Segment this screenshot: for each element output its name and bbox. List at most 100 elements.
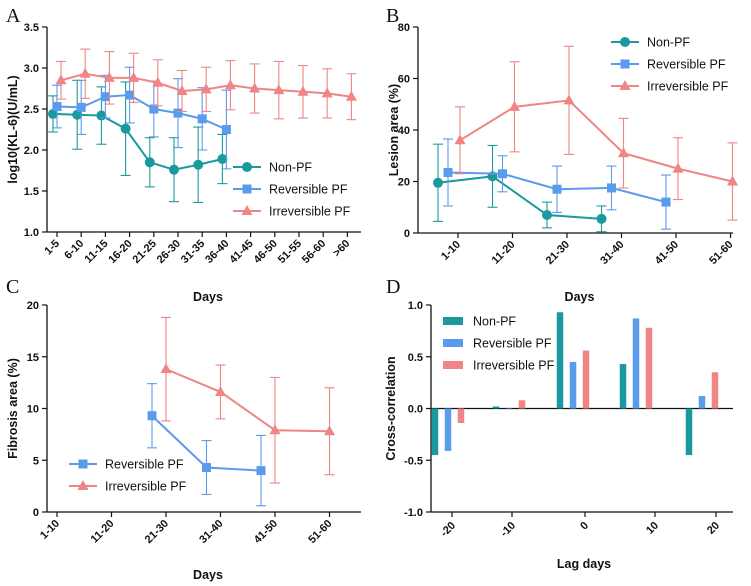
data-point xyxy=(345,90,357,101)
series-irreversible-pf xyxy=(457,327,719,423)
x-tick-label: 31-40 xyxy=(197,518,225,546)
legend-marker xyxy=(620,59,630,69)
x-tick-label: 56-60 xyxy=(300,238,328,266)
bar xyxy=(569,361,577,409)
x-tick-label: 21-30 xyxy=(544,239,572,267)
y-tick-label: 80 xyxy=(398,22,410,34)
bar xyxy=(645,327,653,409)
data-point xyxy=(202,462,211,472)
y-axis-title: Lesion area (%) xyxy=(387,84,401,176)
legend: Non-PF Reversible PF Irreversible PF xyxy=(611,36,729,94)
legend-marker xyxy=(78,459,88,469)
data-point xyxy=(173,108,183,118)
data-point xyxy=(147,411,157,421)
data-point xyxy=(193,159,204,170)
bar xyxy=(685,408,693,456)
series-reversible-pf xyxy=(444,318,706,451)
y-tick-label: 1.0 xyxy=(408,300,423,312)
data-point xyxy=(128,71,140,82)
bar xyxy=(632,318,640,409)
x-tick-label: -10 xyxy=(498,520,518,540)
data-point xyxy=(661,197,671,207)
x-tick-label: 11-20 xyxy=(89,518,117,546)
y-tick-label: 60 xyxy=(398,74,410,86)
series-non-pf xyxy=(431,312,693,456)
legend-marker xyxy=(242,162,252,172)
legend: Reversible PF Irreversible PF xyxy=(69,458,187,494)
y-tick-label: 1.5 xyxy=(24,186,39,198)
legend-marker xyxy=(77,480,89,490)
data-point xyxy=(221,125,231,134)
data-point xyxy=(76,102,86,112)
bar xyxy=(711,372,719,409)
data-point xyxy=(160,363,172,374)
data-point xyxy=(433,177,443,188)
data-point xyxy=(217,154,228,165)
x-tick-label: 26-30 xyxy=(155,238,183,266)
data-point xyxy=(324,425,335,436)
x-tick-label: 51-60 xyxy=(707,239,735,267)
x-tick-label: 21-25 xyxy=(131,238,159,266)
data-point xyxy=(563,94,575,105)
data-point xyxy=(149,104,159,114)
panel-label: C xyxy=(6,276,19,298)
y-tick-label: -1.0 xyxy=(404,507,423,519)
data-point xyxy=(52,102,62,112)
legend-label: Reversible PF xyxy=(647,58,726,72)
x-tick-label: 41-45 xyxy=(227,238,255,266)
data-point xyxy=(672,162,684,173)
series-irreversible-pf xyxy=(160,316,335,484)
legend-marker xyxy=(619,80,631,90)
y-axis-title: log10(KL-6)(U/mL) xyxy=(6,75,20,183)
data-point xyxy=(55,74,67,85)
y-tick-label: 15 xyxy=(27,352,39,364)
y-tick-label: 0 xyxy=(404,228,410,240)
legend-label: Irreversible PF xyxy=(647,80,729,94)
data-point xyxy=(125,90,135,100)
legend-swatch xyxy=(443,361,463,369)
data-point xyxy=(120,123,131,134)
x-tick-label: 41-50 xyxy=(252,518,280,546)
data-point xyxy=(215,385,226,396)
data-point xyxy=(297,85,309,96)
bar xyxy=(556,312,564,409)
bar xyxy=(505,408,513,410)
x-axis-title: Days xyxy=(193,290,223,304)
data-point xyxy=(552,184,562,194)
series-reversible-pf xyxy=(52,66,232,170)
series-reversible-pf xyxy=(147,383,266,507)
data-point xyxy=(152,76,164,87)
data-point xyxy=(454,134,466,145)
x-tick-label: 11-20 xyxy=(490,239,518,267)
data-point xyxy=(169,164,179,175)
x-tick-label: -20 xyxy=(438,520,458,540)
panel-c: C 0 5 10 15 20 Fibrosis area (%) Days 1-10 11-20 2… xyxy=(6,276,361,582)
data-point xyxy=(249,82,261,93)
y-tick-label: 20 xyxy=(27,300,39,312)
panel-label: A xyxy=(6,5,21,27)
y-tick-label: 1.0 xyxy=(24,227,39,239)
data-point xyxy=(72,109,83,120)
x-tick-label: 51-60 xyxy=(306,518,334,546)
panel-d: D -1.0 -0.5 0.0 0.5 1.0 Cross-correlation Lag d… xyxy=(384,276,733,571)
data-point xyxy=(256,466,266,476)
y-tick-label: 10 xyxy=(27,404,39,416)
legend-label: Non-PF xyxy=(647,36,690,50)
x-tick-label: 20 xyxy=(705,520,722,537)
series-non-pf xyxy=(433,143,607,233)
data-point xyxy=(103,71,115,82)
y-tick-label: 0.0 xyxy=(408,404,423,416)
legend-label: Irreversible PF xyxy=(105,480,187,494)
data-point xyxy=(618,147,629,158)
data-point xyxy=(269,424,281,435)
y-tick-label: 0 xyxy=(33,507,39,519)
x-tick-label: 21-30 xyxy=(143,518,171,546)
data-point xyxy=(200,83,212,94)
y-tick-label: 0.5 xyxy=(408,352,423,364)
legend-marker xyxy=(241,205,253,215)
bar xyxy=(698,396,706,409)
data-point xyxy=(273,84,285,95)
data-point xyxy=(176,84,188,95)
x-axis-title: Days xyxy=(193,568,223,582)
